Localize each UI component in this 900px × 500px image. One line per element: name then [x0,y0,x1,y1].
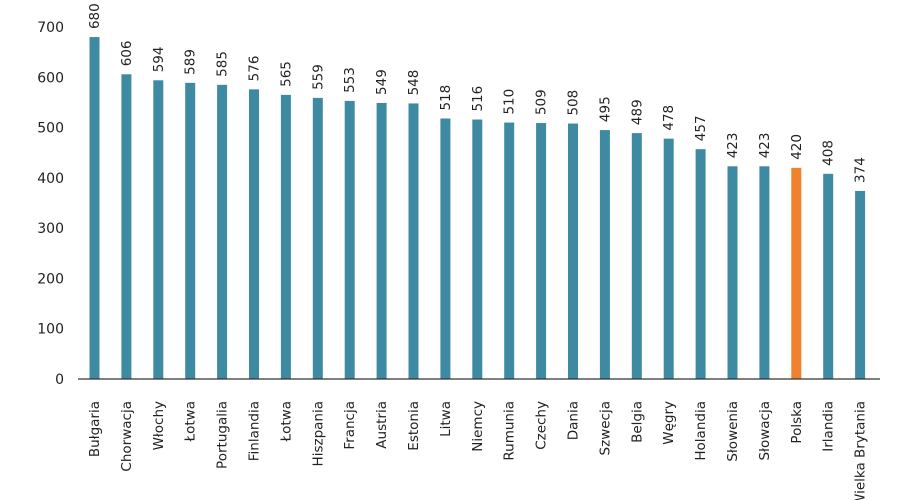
category-label: Włochy [151,401,167,450]
category-label: Polska [789,401,805,444]
data-label: 489 [629,99,645,125]
data-label: 565 [278,61,294,87]
bar [504,122,515,380]
category-label: Chorwacja [119,401,135,472]
data-label: 594 [151,47,167,73]
category-label: Łotwa [278,401,294,442]
category-label: Szwecja [597,401,613,455]
data-label: 589 [183,49,199,75]
bar [663,138,674,379]
data-labels: 680 606 594 589 585 576 565 559 553 549 548 518 516 5… [87,3,869,183]
category-label: Finlandia [247,401,263,461]
category-label: Dania [566,401,582,440]
data-label: 509 [534,89,550,115]
bar [121,74,132,380]
category-label: Austria [374,401,390,449]
bar [855,190,866,379]
data-label: 553 [342,67,358,93]
bar [727,166,738,379]
data-label: 457 [693,115,709,141]
data-label: 423 [757,133,773,159]
bar [440,118,451,380]
bar [153,80,164,379]
category-label: Belgia [629,401,645,443]
data-label: 559 [310,64,326,90]
category-label: Hiszpania [310,401,326,466]
category-label: Łotwa [183,401,199,442]
data-label: 518 [438,85,454,111]
data-label: 606 [119,40,135,66]
y-tick-label: 400 [37,171,64,187]
y-tick-label: 300 [37,221,64,237]
data-label: 478 [661,105,677,131]
data-label: 680 [87,3,103,29]
y-tick-label: 600 [37,70,64,86]
category-label: Słowenia [725,401,741,462]
y-tick-label: 0 [55,372,64,388]
bar [408,103,419,379]
data-label: 516 [470,86,486,112]
bar [185,82,196,380]
category-labels: Bułgaria Chorwacja Włochy Łotwa Portugalia Fi… [87,401,869,500]
data-label: 548 [406,70,422,96]
y-axis: 0 100 200 300 400 500 600 700 [37,20,64,388]
bar [280,94,291,379]
category-label: Niemcy [470,401,486,452]
data-label: 408 [821,140,837,166]
bar [599,130,610,379]
bar [249,89,259,380]
bar [536,123,547,379]
bar [344,100,355,380]
category-label: Słowacja [757,401,773,460]
category-label: Litwa [438,401,454,437]
category-label: Czechy [534,401,550,450]
bar [376,102,387,379]
bar [631,133,642,379]
data-label: 510 [502,89,518,115]
bar [472,119,483,380]
bar [759,166,770,379]
category-label: Francja [342,401,358,450]
bar [695,149,706,379]
category-label: Rumunia [502,401,518,461]
data-label: 374 [853,157,869,183]
y-tick-label: 500 [37,121,64,137]
data-label: 549 [374,69,390,95]
y-tick-label: 100 [37,322,64,338]
data-label: 508 [566,90,582,116]
category-label: Irlandia [821,401,837,452]
category-label: Estonia [406,401,422,451]
category-label: Holandia [693,401,709,461]
bar [823,173,834,379]
data-label: 495 [597,96,613,122]
data-label: 420 [789,134,805,160]
bar [312,97,323,379]
data-label: 585 [215,51,231,77]
bar-highlight [791,167,802,379]
bar [217,84,228,379]
bar [568,123,578,379]
data-label: 423 [725,133,741,159]
category-label: Bułgaria [87,401,103,457]
category-label: Węgry [661,401,677,445]
data-label: 576 [247,56,263,82]
bar [89,37,100,380]
y-tick-label: 700 [37,20,64,36]
category-label: Portugalia [215,401,231,469]
y-tick-label: 200 [37,271,64,287]
category-label: Wielka Brytania [853,401,869,500]
bars [89,37,866,380]
